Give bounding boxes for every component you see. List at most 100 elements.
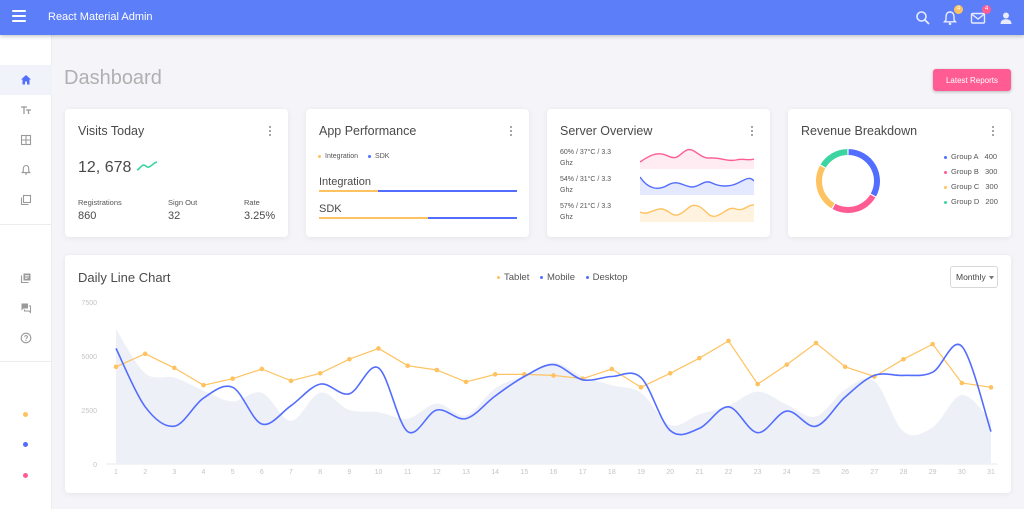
legend-label-tablet: Tablet	[504, 272, 530, 283]
data-point-tablet	[609, 366, 615, 372]
sidebar-item-tables[interactable]	[0, 125, 52, 155]
legend-group-value: 300	[984, 167, 998, 176]
x-tick-label: 15	[520, 469, 528, 476]
more-icon[interactable]	[510, 126, 513, 138]
legend-dot	[585, 275, 589, 279]
legend-label-desktop: Desktop	[592, 272, 628, 283]
legend-group-name: Group B	[951, 167, 979, 176]
data-point-tablet	[113, 364, 119, 370]
data-point-tablet	[492, 372, 498, 377]
sidebar-divider	[0, 224, 52, 225]
legend-group-value: 200	[985, 197, 998, 206]
more-icon[interactable]	[751, 126, 754, 138]
sidebar	[0, 35, 52, 509]
revenue-legend-item: Group C 300	[944, 182, 998, 197]
revenue-legend-item: Group D 200	[944, 197, 998, 212]
daily-legend: Tablet Mobile Desktop	[497, 272, 628, 283]
x-tick-label: 10	[375, 469, 383, 476]
donut-slice-group-a	[848, 149, 880, 197]
data-point-tablet	[142, 351, 148, 357]
server-overview-card: Server Overview 60% / 37°C / 3.3 Ghz 54% …	[547, 109, 770, 237]
more-icon[interactable]	[269, 126, 272, 138]
data-point-tablet	[755, 381, 760, 387]
notifications-button[interactable]: 4	[941, 5, 963, 27]
y-tick-label: 7500	[81, 300, 97, 307]
bell-icon	[943, 11, 957, 26]
x-tick-label: 30	[958, 469, 966, 476]
period-select[interactable]: Monthly	[950, 266, 998, 288]
messages-button[interactable]: 4	[969, 5, 991, 27]
sidebar-item-dashboard[interactable]	[0, 65, 52, 95]
x-tick-label: 3	[172, 469, 176, 476]
server-row-1-text: 60% / 37°C / 3.3 Ghz	[560, 147, 611, 169]
sidebar-dot-blue[interactable]	[23, 442, 28, 447]
x-tick-label: 5	[231, 469, 235, 476]
card-title: Revenue Breakdown	[801, 124, 918, 138]
sidebar-dot-pink[interactable]	[23, 473, 28, 478]
x-tick-label: 31	[987, 469, 995, 476]
sidebar-dot-yellow[interactable]	[23, 412, 28, 417]
x-tick-label: 14	[491, 469, 499, 476]
forum-icon	[21, 303, 31, 314]
server-row-1-line2: Ghz	[560, 160, 573, 167]
sidebar-item-support[interactable]	[0, 293, 52, 323]
x-tick-label: 27	[870, 469, 878, 476]
data-point-tablet	[842, 364, 848, 370]
data-point-tablet	[230, 376, 235, 381]
progress-fill-integration	[319, 190, 379, 192]
legend-dot	[497, 275, 500, 279]
server-row-2-sparkline	[640, 176, 754, 195]
sidebar-item-library[interactable]	[0, 263, 52, 293]
performance-legend: Integration SDK	[318, 153, 389, 160]
data-point-tablet	[317, 370, 323, 376]
data-point-tablet	[901, 356, 906, 362]
x-tick-label: 17	[579, 469, 587, 476]
x-tick-label: 6	[260, 469, 264, 476]
legend-group-value: 300	[985, 182, 998, 191]
x-tick-label: 7	[289, 469, 293, 476]
chart-title: Daily Line Chart	[78, 270, 171, 285]
x-tick-label: 28	[900, 469, 908, 476]
donut-slice-group-d	[820, 149, 848, 168]
data-point-tablet	[930, 341, 935, 347]
x-tick-label: 8	[318, 469, 322, 476]
card-title: Visits Today	[78, 124, 145, 138]
server-row-3-line2: Ghz	[560, 214, 573, 221]
x-tick-label: 19	[637, 469, 645, 476]
app-bar: React Material Admin 4 4	[0, 0, 1024, 35]
x-tick-label: 26	[841, 469, 849, 476]
x-tick-label: 16	[550, 469, 558, 476]
data-point-tablet	[667, 370, 673, 376]
legend-label-integration: Integration	[325, 153, 359, 160]
search-icon[interactable]	[914, 9, 932, 27]
data-point-tablet	[434, 367, 440, 373]
data-point-tablet	[813, 340, 819, 346]
y-tick-label: 5000	[81, 354, 97, 361]
series-area-mobile	[116, 329, 991, 464]
card-title: Server Overview	[560, 124, 653, 138]
x-tick-label: 18	[608, 469, 616, 476]
sidebar-item-typography[interactable]	[0, 95, 52, 125]
more-icon[interactable]	[992, 126, 995, 138]
account-icon[interactable]	[997, 9, 1015, 27]
x-tick-label: 24	[783, 469, 791, 476]
sidebar-item-faq[interactable]	[0, 323, 52, 353]
latest-reports-button[interactable]: Latest Reports	[933, 69, 1011, 91]
revenue-legend-item: Group B 300	[944, 167, 998, 182]
legend-dot	[944, 200, 947, 204]
menu-icon[interactable]	[12, 10, 26, 24]
server-row-3-text: 57% / 21°C / 3.3 Ghz	[560, 201, 611, 223]
data-point-tablet	[959, 380, 965, 386]
x-tick-label: 29	[929, 469, 937, 476]
data-point-tablet	[405, 363, 410, 369]
legend-dot	[944, 155, 947, 159]
visits-total: 12, 678	[78, 159, 132, 176]
bell-outline-icon	[21, 164, 31, 175]
server-row-2-text: 54% / 31°C / 3.3 Ghz	[560, 174, 611, 196]
legend-dot	[540, 275, 543, 279]
sidebar-item-ui-elements[interactable]	[0, 185, 52, 215]
legend-dot	[368, 154, 372, 158]
sidebar-item-notifications[interactable]	[0, 155, 52, 185]
x-tick-label: 20	[666, 469, 674, 476]
page-title: Dashboard	[64, 67, 162, 89]
